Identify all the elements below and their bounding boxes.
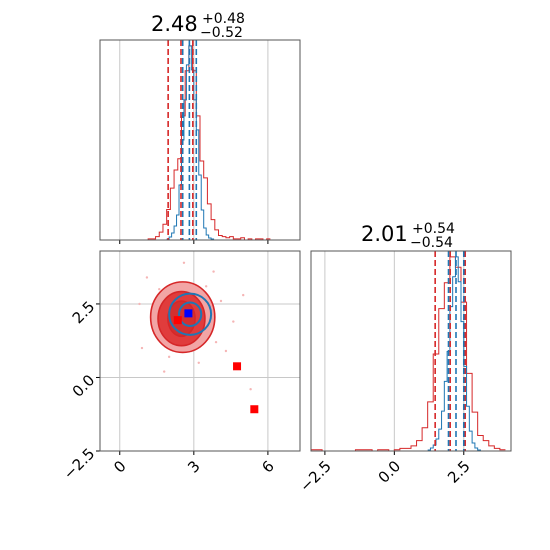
- joint-scatter-point: [167, 355, 171, 359]
- marginal-y-title-upper: +0.54: [412, 221, 455, 237]
- joint-y-tick-label: 2.5: [69, 298, 99, 328]
- joint-blue-marker: [184, 309, 193, 318]
- joint-scatter-point: [162, 370, 166, 373]
- marginal-y-x-tick-label: 2.5: [444, 457, 474, 487]
- marginal-y-x-tick-label: −2.5: [296, 457, 334, 495]
- joint-scatter-point: [140, 346, 144, 350]
- marginal-y-x-tick-label: 0.0: [375, 457, 405, 487]
- marginal-x-frame: [99, 39, 301, 241]
- marginal-x-blue-hist: [166, 45, 217, 241]
- joint-scatter-point: [214, 340, 218, 344]
- joint-x-tick-label: 3: [184, 457, 203, 476]
- joint-background: [100, 251, 300, 451]
- joint-x-tick-label: 0: [110, 457, 129, 476]
- joint-scatter-point: [182, 261, 186, 264]
- marginal-y-frame: [310, 250, 512, 452]
- marginal-y-red-hist: [311, 256, 506, 452]
- joint-scatter-point: [219, 299, 223, 303]
- marginal-x-title-value: 2.48: [151, 12, 198, 36]
- joint-red-marker: [233, 362, 242, 371]
- marginal-y-blue-hist: [427, 256, 484, 452]
- marginal-x-title-upper: +0.48: [202, 11, 245, 27]
- joint-y-tick-label: 0.0: [69, 371, 99, 401]
- marginal-y-title-lower: −0.54: [410, 235, 453, 251]
- joint-red-marker: [173, 316, 182, 325]
- joint-scatter-point: [224, 349, 228, 353]
- joint-x-tick-label: 6: [258, 457, 277, 476]
- joint-y-tick-label: −2.5: [60, 445, 98, 483]
- marginal-y-panel: −2.5 0.0 2.5: [296, 250, 512, 496]
- marginal-y-title-value: 2.01: [361, 222, 408, 246]
- joint-scatter-point: [249, 388, 252, 391]
- marginal-y-title: 2.01 +0.54 −0.54: [361, 221, 455, 251]
- marginal-y-background: [311, 251, 511, 451]
- marginal-x-title-lower: −0.52: [200, 25, 243, 41]
- joint-panel: 0 3 6 −2.5 0.0 2.5: [60, 250, 301, 483]
- joint-scatter-point: [145, 276, 149, 279]
- marginal-x-panel: [99, 39, 301, 244]
- joint-scatter-point: [138, 302, 141, 306]
- joint-red-marker: [250, 405, 259, 414]
- joint-frame: [99, 250, 301, 452]
- joint-scatter-point: [158, 288, 161, 291]
- joint-scatter-point: [212, 270, 215, 273]
- joint-scatter-point: [232, 320, 235, 323]
- marginal-x-title: 2.48 +0.48 −0.52: [151, 11, 245, 41]
- joint-scatter-point: [197, 361, 200, 364]
- joint-scatter-point: [204, 285, 208, 288]
- joint-scatter-point: [242, 293, 245, 297]
- joint-blue-contour-inner: [178, 301, 203, 327]
- joint-blue-contour-outer: [168, 292, 213, 336]
